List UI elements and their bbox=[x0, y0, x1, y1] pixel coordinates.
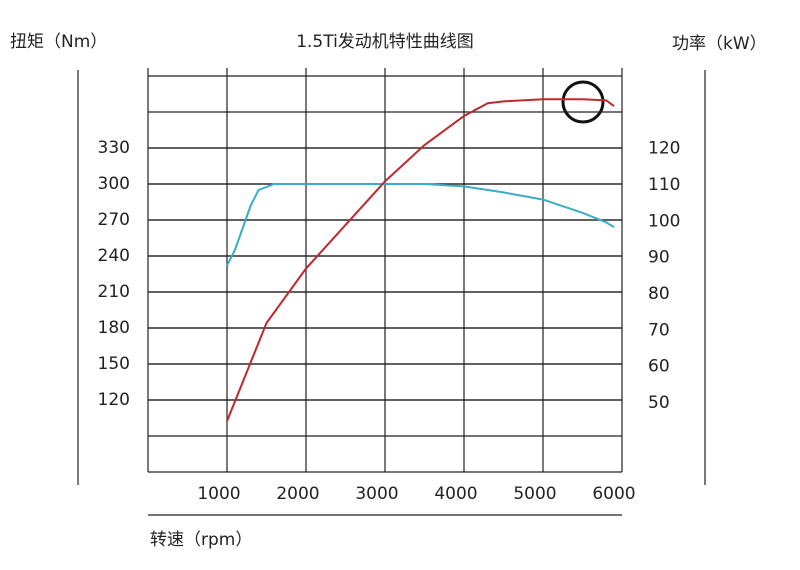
y2-tick-label: 60 bbox=[648, 357, 670, 377]
y-axis-label: 扭矩（Nm） bbox=[10, 32, 107, 52]
x-tick-label: 1000 bbox=[197, 484, 240, 504]
highlight-circle bbox=[561, 80, 605, 124]
x-tick-label: 5000 bbox=[513, 484, 556, 504]
y2-tick-label: 120 bbox=[648, 139, 680, 159]
y-tick-label: 120 bbox=[98, 390, 130, 410]
y-tick-label: 210 bbox=[98, 282, 130, 302]
y-tick-label: 240 bbox=[98, 246, 130, 266]
y2-axis-label: 功率（kW） bbox=[672, 34, 767, 54]
y2-tick-label: 80 bbox=[648, 284, 670, 304]
y-tick-label: 150 bbox=[98, 354, 130, 374]
x-axis-label: 转速（rpm） bbox=[150, 530, 252, 550]
y2-tick-label: 70 bbox=[648, 320, 670, 340]
y2-tick-label: 50 bbox=[648, 393, 670, 413]
y2-tick-label: 110 bbox=[648, 175, 680, 195]
chart-title: 1.5Ti发动机特性曲线图 bbox=[296, 32, 474, 52]
x-tick-label: 2000 bbox=[276, 484, 319, 504]
x-tick-label: 3000 bbox=[355, 484, 398, 504]
x-tick-label: 4000 bbox=[434, 484, 477, 504]
y2-tick-label: 90 bbox=[648, 248, 670, 268]
series-line bbox=[226, 98, 615, 422]
y-tick-label: 270 bbox=[98, 210, 130, 230]
x-tick-label: 6000 bbox=[592, 484, 635, 504]
y2-tick-label: 100 bbox=[648, 211, 680, 231]
series-line bbox=[226, 183, 615, 267]
y-tick-label: 180 bbox=[98, 318, 130, 338]
y-tick-label: 330 bbox=[98, 138, 130, 158]
y-tick-label: 300 bbox=[98, 174, 130, 194]
